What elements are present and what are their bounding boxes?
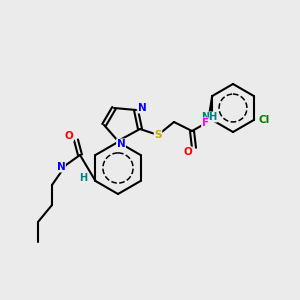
Text: N: N [138,103,146,113]
Text: N: N [117,139,125,149]
Text: H: H [79,173,87,183]
Text: NH: NH [201,112,217,122]
Text: O: O [64,131,74,141]
Text: N: N [57,162,65,172]
Text: O: O [184,147,192,157]
Text: F: F [202,118,209,128]
Text: Cl: Cl [258,115,269,125]
Text: S: S [154,130,162,140]
